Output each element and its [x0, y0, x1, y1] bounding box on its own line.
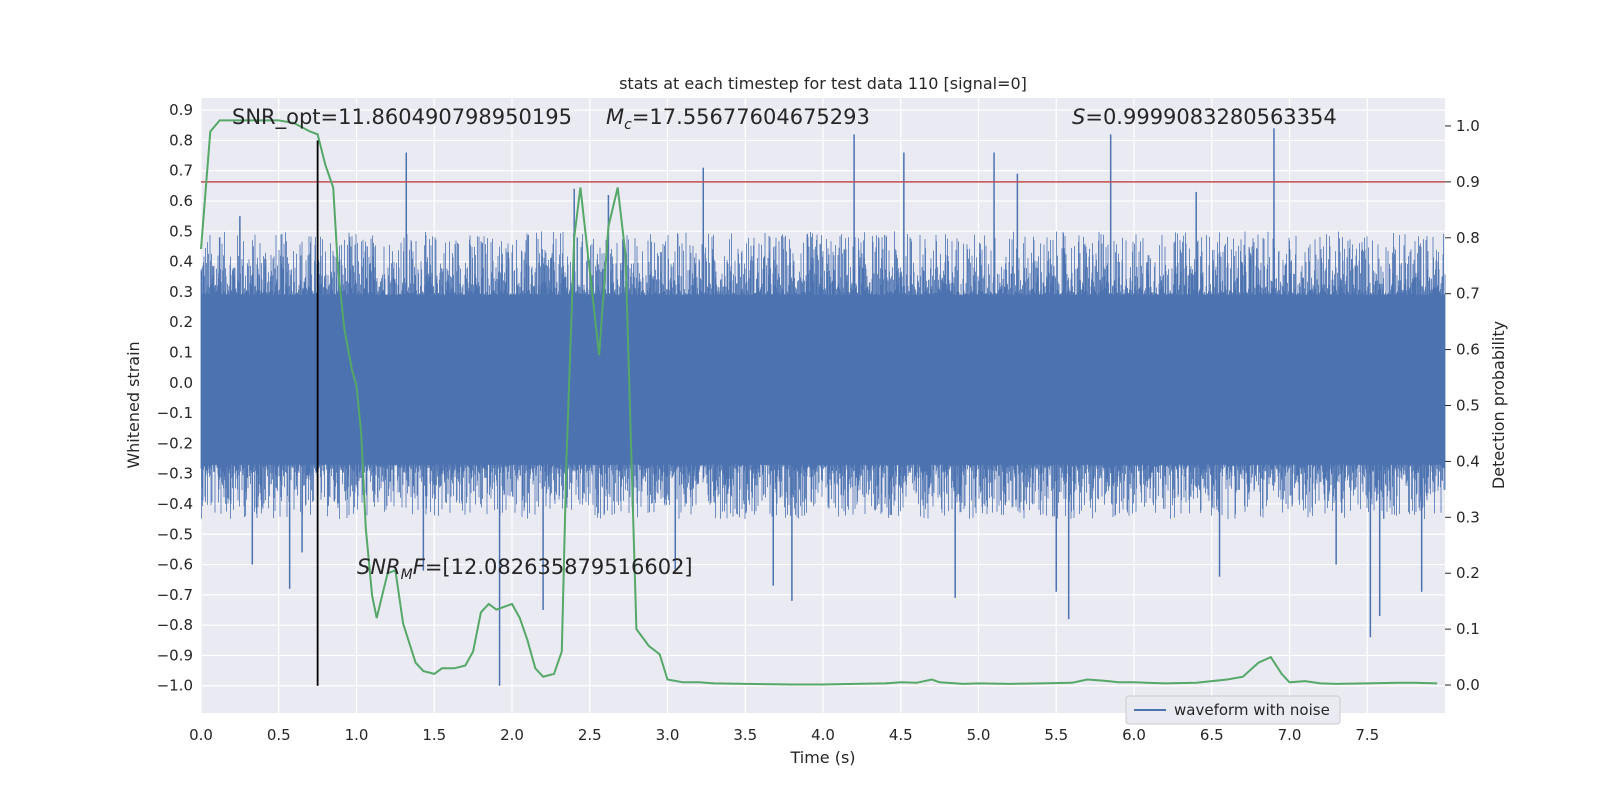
chirp-mass-subscript: c: [624, 117, 632, 133]
x-tick-label-11: 5.5: [1044, 726, 1068, 744]
y-right-tick-label-4: 0.6: [1456, 341, 1480, 359]
y-right-tick-label-5: 0.5: [1456, 397, 1480, 415]
x-tick-label-4: 2.0: [500, 726, 524, 744]
y-left-tick-label-2: 0.7: [169, 162, 193, 180]
y-right-tick-label-9: 0.1: [1456, 620, 1480, 638]
x-tick-label-12: 6.0: [1122, 726, 1146, 744]
y-right-tick-label-7: 0.3: [1456, 508, 1480, 526]
x-tick-label-0: 0.0: [189, 726, 213, 744]
snr-mf-subscript: M: [401, 567, 413, 583]
y-left-tick-label-3: 0.6: [169, 192, 193, 210]
y-left-tick-label-12: −0.3: [157, 465, 193, 483]
chirp-mass-annotation: Mc=17.55677604675293: [606, 105, 870, 133]
x-tick-label-8: 4.0: [811, 726, 835, 744]
s-value: =0.9999083280563354: [1085, 105, 1336, 129]
chart-title: stats at each timestep for test data 110…: [619, 74, 1027, 93]
x-tick-label-13: 6.5: [1200, 726, 1224, 744]
strain-trace: [200, 231, 1446, 520]
y-left-tick-label-5: 0.4: [169, 253, 193, 271]
s-symbol: S: [1072, 105, 1085, 129]
y-left-tick-label-13: −0.4: [157, 495, 193, 513]
y-left-tick-label-9: 0.0: [169, 374, 193, 392]
y-right-tick-label-3: 0.7: [1456, 285, 1480, 303]
y-left-tick-label-19: −1.0: [157, 677, 193, 695]
chirp-mass-symbol: M: [606, 105, 624, 129]
y-left-axis-label: Whitened strain: [124, 341, 143, 468]
y-left-tick-label-16: −0.7: [157, 586, 193, 604]
y-right-tick-label-10: 0.0: [1456, 676, 1480, 694]
y-left-tick-label-11: −0.2: [157, 434, 193, 452]
y-left-tick-label-4: 0.5: [169, 222, 193, 240]
x-tick-label-2: 1.0: [345, 726, 369, 744]
y-left-tick-label-6: 0.3: [169, 283, 193, 301]
legend-box: [1125, 695, 1341, 725]
x-axis-label: Time (s): [789, 748, 855, 767]
y-right-tick-label-8: 0.2: [1456, 564, 1480, 582]
snr-mf-value: =[12.082635879516602]: [425, 555, 693, 579]
x-tick-label-3: 1.5: [422, 726, 446, 744]
x-tick-label-7: 3.5: [733, 726, 757, 744]
strain-series: [200, 128, 1446, 686]
detection-probability-line: [200, 119, 1438, 686]
y-right-tick-label-6: 0.4: [1456, 452, 1480, 470]
y-left-tick-label-1: 0.8: [169, 131, 193, 149]
y-right-tick-label-2: 0.8: [1456, 229, 1480, 247]
x-tick-label-9: 4.5: [889, 726, 913, 744]
chirp-mass-value: =17.55677604675293: [632, 105, 870, 129]
legend: waveform with noise: [1125, 695, 1341, 725]
y-left-tick-label-0: 0.9: [169, 101, 193, 119]
legend-label-waveform: waveform with noise: [1174, 701, 1330, 719]
y-left-tick-label-8: 0.1: [169, 343, 193, 361]
snr-mf-symbol-f: F: [413, 555, 426, 579]
x-tick-label-10: 5.0: [967, 726, 991, 744]
y-right-tick-labels: 1.0 0.9 0.8 0.7 0.6 0.5 0.4 0.3 0.2 0.1 0.0: [1445, 117, 1480, 694]
snr-mf-annotation: SNRMF=[12.082635879516602]: [357, 555, 693, 583]
y-left-tick-labels: 0.9 0.8 0.7 0.6 0.5 0.4 0.3 0.2 0.1 0.0 −0.1 −0.2 −0…: [157, 101, 193, 695]
s-annotation: S=0.9999083280563354: [1072, 105, 1337, 129]
snr-opt-annotation: SNR_opt=11.860490798950195: [232, 105, 572, 130]
y-right-tick-label-1: 0.9: [1456, 173, 1480, 191]
x-tick-labels: 0.0 0.5 1.0 1.5 2.0 2.5 3.0 3.5 4.0 4.5 5.0 5.5 6.0 6…: [189, 726, 1379, 744]
snr-mf-symbol: SNR: [357, 555, 401, 579]
x-tick-label-15: 7.5: [1355, 726, 1379, 744]
y-left-tick-label-10: −0.1: [157, 404, 193, 422]
y-left-tick-label-14: −0.5: [157, 525, 193, 543]
y-right-tick-label-0: 1.0: [1456, 117, 1480, 135]
x-tick-label-14: 7.0: [1278, 726, 1302, 744]
x-tick-label-5: 2.5: [578, 726, 602, 744]
y-left-tick-label-17: −0.8: [157, 616, 193, 634]
y-left-tick-label-18: −0.9: [157, 646, 193, 664]
overlay-lines: [200, 119, 1445, 686]
x-tick-label-6: 3.0: [656, 726, 680, 744]
x-tick-label-1: 0.5: [267, 726, 291, 744]
y-left-tick-label-15: −0.6: [157, 556, 193, 574]
y-left-tick-label-7: 0.2: [169, 313, 193, 331]
y-right-axis-label: Detection probability: [1489, 321, 1508, 489]
